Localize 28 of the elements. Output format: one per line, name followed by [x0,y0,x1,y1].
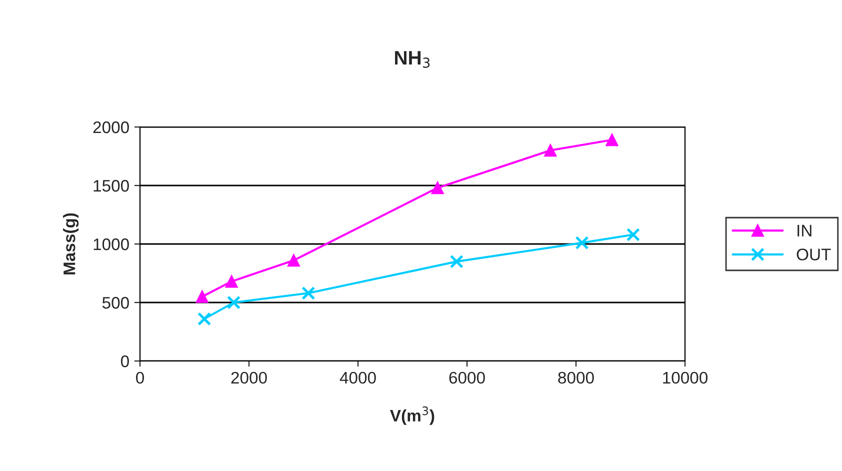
point [431,182,444,194]
point [198,312,212,326]
x-tick-label: 2000 [231,372,267,384]
y-tick-label: 1000 [94,238,129,250]
chart-title: NH$_{3}$ [395,51,430,68]
point [302,286,316,300]
y-tick-label: 2000 [93,121,129,134]
x-axis-title: V(m$^{3}$) [390,406,434,425]
point [287,254,300,267]
y-tick-label: 0 [120,355,129,368]
point [606,134,618,146]
legend-label: OUT [796,248,831,260]
point [225,275,238,288]
y-tick-label: 1500 [94,180,129,192]
point [575,236,589,250]
point [226,296,241,310]
y-tick-label: 500 [102,296,129,309]
x-tick-label: 6000 [449,372,485,384]
x-tick-label: 4000 [340,372,376,384]
point [544,144,557,157]
point [450,254,464,268]
y-axis-title: Mass(g) [63,213,79,274]
x-tick-label: 0 [136,372,144,384]
legend-label: IN [798,224,812,236]
point [626,228,640,242]
x-tick-label: 10000 [663,372,708,384]
x-tick-label: 8000 [558,372,594,384]
point [196,290,208,303]
